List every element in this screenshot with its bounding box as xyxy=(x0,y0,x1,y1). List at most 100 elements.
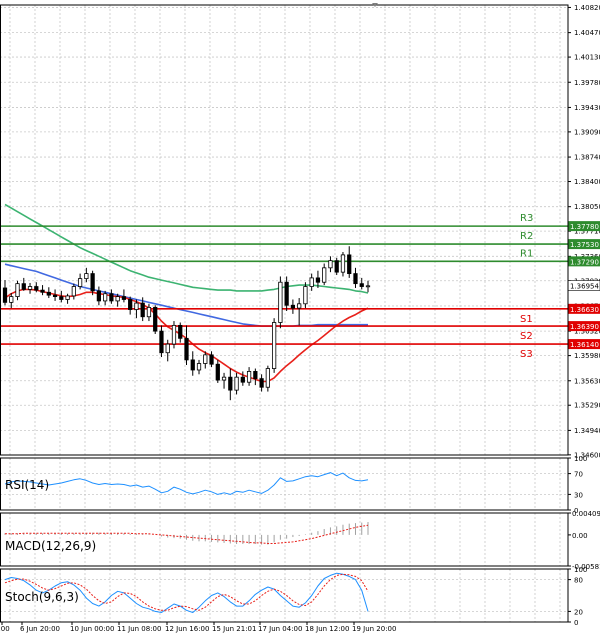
stoch-tick-label: 100 xyxy=(574,566,587,574)
candle-body xyxy=(215,363,220,381)
level-tag-box-s3 xyxy=(568,339,600,350)
scroll-marker-icon xyxy=(372,3,378,7)
macd-signal-line xyxy=(5,524,369,544)
rsi-line xyxy=(0,472,568,495)
candle-body xyxy=(297,303,302,309)
level-tag-box-r3 xyxy=(568,221,600,232)
candle-body xyxy=(178,324,183,339)
time-tick-label: 17 Jun 04:00 xyxy=(258,625,302,633)
candle-body xyxy=(146,306,152,318)
candle-body xyxy=(347,254,352,274)
macd-histogram xyxy=(4,522,369,545)
candle-body xyxy=(353,273,358,285)
level-label-r1: R1 xyxy=(520,248,533,259)
panel-border xyxy=(0,512,569,567)
time-tick-label: 15 Jun 21:01 xyxy=(212,625,256,633)
candle-body xyxy=(240,376,245,383)
time-tick-label: 10 Jun 00:00 xyxy=(70,625,114,633)
price-tick-label: 1.34600 xyxy=(574,451,600,459)
level-tag-box-s2 xyxy=(568,321,600,332)
candle-body xyxy=(115,296,120,302)
candle-body xyxy=(334,260,339,273)
price-panel: R3 R2 R1 S1 S2 S3 1.40820 1.40470 1.40130 1.3978… xyxy=(0,4,600,459)
candle-body xyxy=(228,376,233,391)
panel-borders xyxy=(0,3,569,623)
time-tick-label: 2:00 xyxy=(0,625,10,633)
candle-body xyxy=(271,322,277,369)
time-tick-label: 18 Jun 12:00 xyxy=(305,625,349,633)
level-label-r2: R2 xyxy=(520,231,533,242)
candle-body xyxy=(340,254,346,273)
candle-body xyxy=(40,289,45,293)
stoch-k-line xyxy=(4,572,369,613)
candle-body xyxy=(2,287,8,303)
candle-body xyxy=(221,376,227,381)
candle-body xyxy=(359,283,364,287)
pivot-levels: R3 R2 R1 S1 S2 S3 xyxy=(0,213,568,360)
candle-body xyxy=(65,295,70,300)
stoch-panel: Stoch(9,6,3) 100 80 20 0 xyxy=(0,566,587,627)
panel-border xyxy=(0,457,569,511)
price-tick-label: 1.35980 xyxy=(574,352,600,360)
pivot-level-tags: 1.37780 1.37530 1.37290 1.36630 1.36390 1.361… xyxy=(568,221,600,350)
candle-body xyxy=(46,291,51,296)
candle-body xyxy=(103,293,108,302)
stoch-tick-label: 20 xyxy=(574,608,583,616)
stoch-tick-label: 80 xyxy=(574,577,583,585)
current-price-tag: 1.36954 xyxy=(570,283,599,291)
candle-body xyxy=(196,363,202,371)
candle-body xyxy=(284,281,289,306)
rsi-tick-label: 70 xyxy=(574,471,583,479)
candle-body xyxy=(15,283,20,298)
level-tag-price-r1: 1.37290 xyxy=(570,258,599,266)
candle-body xyxy=(278,281,283,323)
candle-body xyxy=(128,299,133,310)
candle-body xyxy=(165,343,170,354)
panel-border xyxy=(0,568,569,623)
price-tick-label: 1.38400 xyxy=(574,178,600,186)
candle-body xyxy=(259,378,264,388)
rsi-tick-label: 0 xyxy=(574,507,578,515)
level-label-s2: S2 xyxy=(520,331,533,342)
candle-body xyxy=(34,286,39,291)
level-label-s1: S1 xyxy=(520,314,533,325)
candle-body xyxy=(253,371,258,380)
candle-body xyxy=(203,354,208,364)
stoch-tick-label: 0 xyxy=(574,619,578,627)
price-tick-label: 1.38740 xyxy=(574,154,600,162)
candle-body xyxy=(21,283,26,290)
price-tick-label: 1.35290 xyxy=(574,402,600,410)
candle-body xyxy=(322,267,327,283)
candle-body xyxy=(9,296,14,303)
time-tick-label: 6 Jun 20:00 xyxy=(20,625,60,633)
macd-tick-label: -0.00581 xyxy=(572,563,600,571)
candle-body xyxy=(121,296,127,300)
candle-body xyxy=(109,293,114,302)
macd-panel: MACD(12,26,9) 0.004091 0.00 -0.00581 xyxy=(4,510,600,571)
candle-body xyxy=(134,302,139,310)
candle-body xyxy=(315,277,321,283)
price-tick-label: 1.40130 xyxy=(574,54,600,62)
candle-body xyxy=(209,354,214,365)
candle-body xyxy=(71,286,76,297)
level-label-s3: S3 xyxy=(520,349,533,360)
stoch-d-line xyxy=(4,573,369,611)
candle-body xyxy=(265,368,270,388)
candle-body xyxy=(27,286,33,290)
price-tick-label: 1.40470 xyxy=(574,29,600,37)
level-tag-price-r2: 1.37530 xyxy=(570,241,599,249)
level-tag-price-s2: 1.36390 xyxy=(570,323,599,331)
candle-body xyxy=(90,273,95,292)
rsi-polyline xyxy=(4,472,369,495)
candle-body xyxy=(309,277,314,287)
ma-green-line xyxy=(4,203,369,294)
candle-body xyxy=(290,304,296,309)
price-tick-label: 1.39780 xyxy=(574,79,600,87)
candle-body xyxy=(234,376,239,391)
time-tick-label: 19 Jun 20:00 xyxy=(352,625,396,633)
candle-body xyxy=(246,371,252,383)
candle-body xyxy=(59,296,64,300)
price-tick-label: 1.40820 xyxy=(574,4,600,12)
